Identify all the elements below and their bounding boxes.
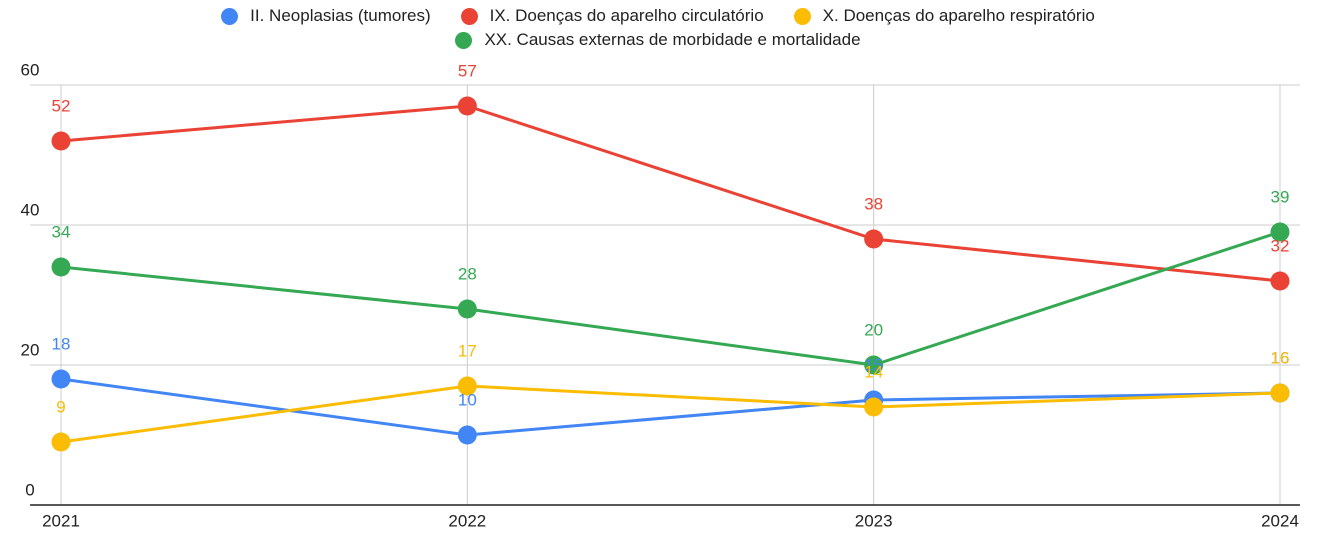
legend-swatch	[793, 7, 811, 25]
data-label: 9	[56, 397, 65, 416]
x-tick-label: 2022	[448, 511, 486, 530]
y-tick-label: 20	[21, 340, 40, 359]
data-label: 57	[458, 61, 477, 80]
legend-item: XX. Causas externas de morbidade e morta…	[455, 30, 861, 50]
data-point	[51, 369, 71, 389]
legend-label: X. Doenças do aparelho respiratório	[822, 6, 1095, 25]
data-label: 10	[458, 390, 477, 409]
data-point	[457, 376, 477, 396]
legend-swatch	[455, 31, 473, 49]
y-tick-label: 0	[25, 480, 34, 499]
legend-item: IX. Doenças do aparelho circulatório	[460, 6, 764, 26]
data-label: 52	[52, 96, 71, 115]
data-point	[457, 299, 477, 319]
data-point	[864, 355, 884, 375]
data-label: 34	[52, 222, 71, 241]
x-tick-label: 2024	[1261, 511, 1299, 530]
data-point	[1270, 271, 1290, 291]
legend-label: II. Neoplasias (tumores)	[250, 6, 431, 25]
data-label: 16	[1271, 348, 1290, 367]
x-tick-label: 2021	[42, 511, 80, 530]
x-tick-label: 2023	[855, 511, 893, 530]
data-label: 17	[458, 341, 477, 360]
series-line	[60, 104, 1281, 283]
data-label: 20	[864, 320, 883, 339]
data-point	[1270, 222, 1290, 242]
legend-item: X. Doenças do aparelho respiratório	[793, 6, 1095, 26]
data-point	[864, 229, 884, 249]
data-point	[1270, 383, 1290, 403]
y-tick-label: 60	[21, 60, 40, 79]
series-line	[60, 377, 1281, 437]
data-label: 39	[1271, 187, 1290, 206]
y-tick-label: 40	[21, 200, 40, 219]
legend-swatch	[460, 7, 478, 25]
data-point	[51, 432, 71, 452]
data-point	[51, 131, 71, 151]
series-line	[60, 384, 1281, 444]
legend-label: XX. Causas externas de morbidade e morta…	[484, 30, 861, 49]
series-line	[60, 230, 1281, 367]
data-label: 38	[864, 194, 883, 213]
legend: II. Neoplasias (tumores) IX. Doenças do a…	[108, 6, 1208, 50]
data-label: 28	[458, 264, 477, 283]
data-label: 18	[52, 334, 71, 353]
data-label: 16	[1271, 348, 1290, 367]
legend-item: II. Neoplasias (tumores)	[221, 6, 431, 26]
legend-swatch	[221, 7, 239, 25]
legend-label: IX. Doenças do aparelho circulatório	[489, 6, 764, 25]
data-label: 15	[864, 355, 883, 374]
data-point	[51, 257, 71, 277]
data-point	[457, 425, 477, 445]
data-point	[457, 96, 477, 116]
data-label: 32	[1271, 236, 1290, 255]
data-point	[864, 397, 884, 417]
data-label: 14	[864, 362, 883, 381]
